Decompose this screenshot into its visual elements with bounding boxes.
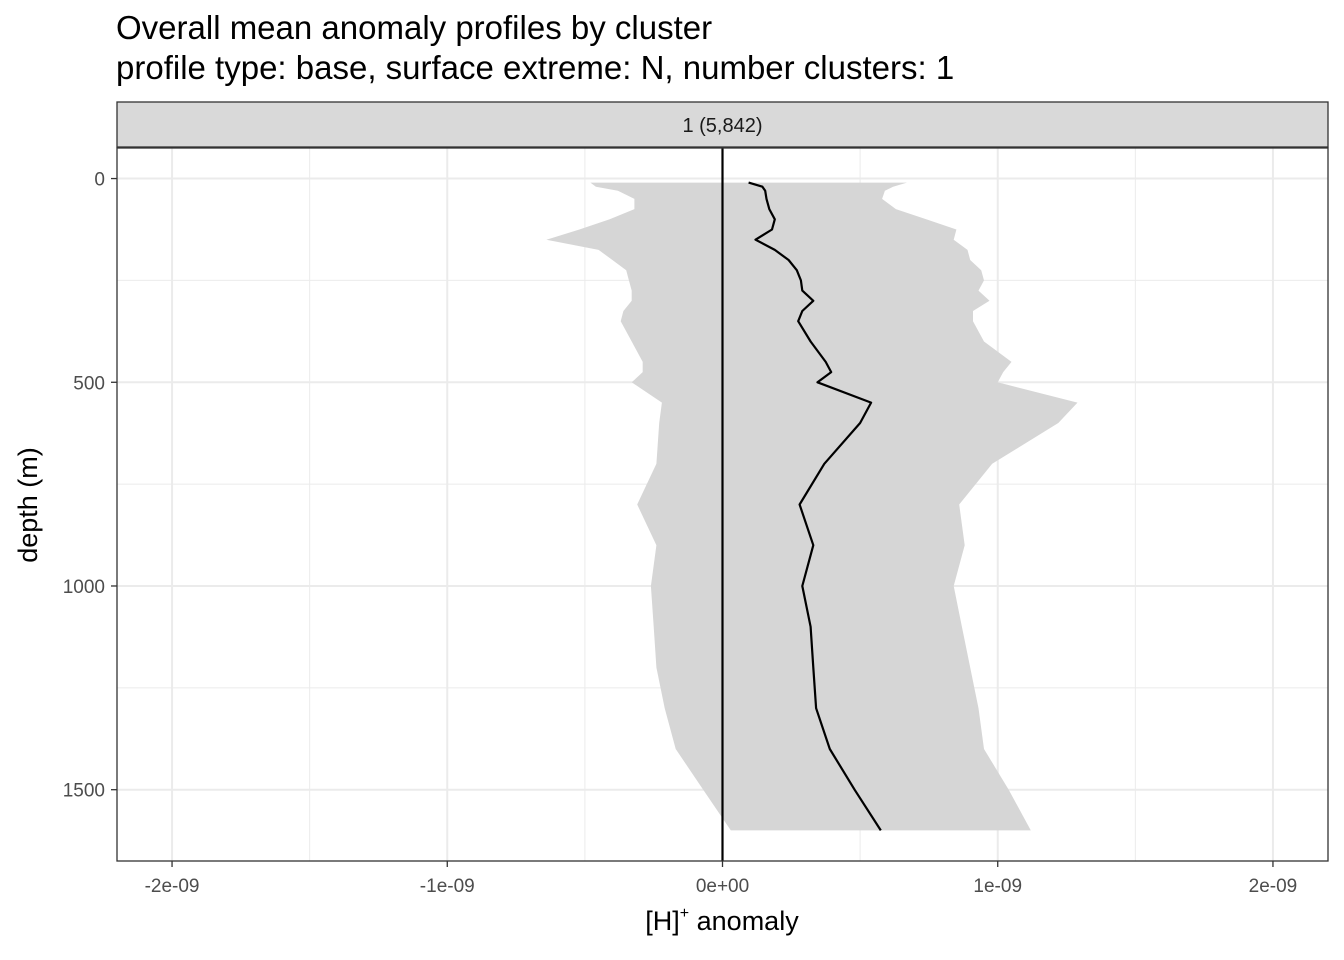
facet-strip xyxy=(116,101,1329,148)
chart-title: Overall mean anomaly profiles by cluster xyxy=(116,9,713,46)
y-tick-label: 1000 xyxy=(63,577,105,598)
x-axis: -2e-09 -1e-09 0e+00 1e-09 2e-09 xyxy=(145,861,1298,897)
y-tick-label: 1500 xyxy=(63,781,105,802)
x-axis-title: [H]+ anomaly xyxy=(645,905,799,936)
y-tick-label: 0 xyxy=(94,170,105,191)
x-tick-label: -2e-09 xyxy=(145,876,200,897)
x-tick-label: 0e+00 xyxy=(696,876,749,897)
title-block: Overall mean anomaly profiles by cluster… xyxy=(116,8,954,88)
facet-strip-label: 1 (5,842) xyxy=(682,115,762,137)
y-tick-label: 500 xyxy=(73,373,105,394)
x-tick-label: 2e-09 xyxy=(1249,876,1298,897)
x-tick-label: 1e-09 xyxy=(973,876,1022,897)
x-axis-title-rest: anomaly xyxy=(689,906,799,936)
x-axis-title-superscript: + xyxy=(680,905,689,922)
spread-ribbon xyxy=(546,182,1078,831)
y-axis-title: depth (m) xyxy=(13,447,43,563)
chart-subtitle: profile type: base, surface extreme: N, … xyxy=(116,49,955,86)
y-axis: 0 500 1000 1500 xyxy=(63,170,117,802)
x-tick-label: -1e-09 xyxy=(420,876,475,897)
mean-profile-line xyxy=(748,181,882,831)
x-axis-title-main: [H] xyxy=(645,906,680,936)
